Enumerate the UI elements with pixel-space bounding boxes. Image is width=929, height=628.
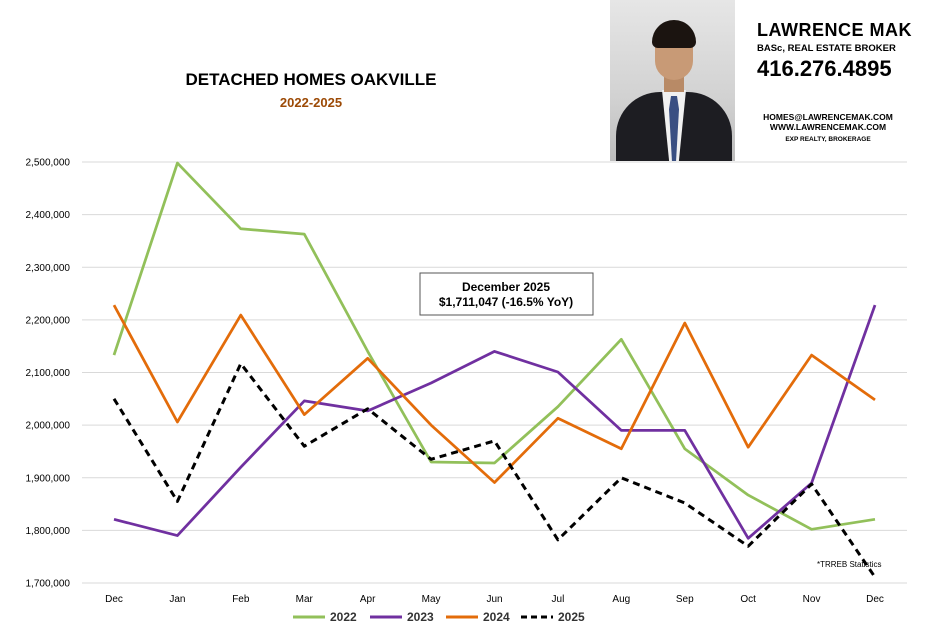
agent-phone: 416.276.4895 [757,56,892,81]
source-note: *TRREB Statistics [817,560,881,569]
legend-label-2025: 2025 [558,610,585,624]
x-tick-label: Oct [740,594,756,605]
x-tick-label: Jul [552,594,565,605]
y-tick-label: 2,000,000 [26,421,71,432]
x-tick-label: May [422,594,441,605]
series-lines [112,161,877,579]
agent-name: LAWRENCE MAK [757,20,912,40]
x-tick-label: Nov [803,594,821,605]
x-tick-label: Dec [105,594,123,605]
series-line-2023 [113,304,877,540]
annotation-box: December 2025 $1,711,047 (-16.5% YoY) [419,272,594,316]
photo-tie [669,96,679,161]
legend-label-2024: 2024 [483,610,510,624]
photo-hair [652,20,696,48]
agent-website: WWW.LAWRENCEMAK.COM [769,122,887,132]
annotation-frame [419,272,594,316]
agent-brokerage: EXP REALTY, BROKERAGE [785,136,871,143]
agent-email: HOMES@LAWRENCEMAK.COM [763,112,893,122]
annotation-line1: December 2025 [462,280,550,294]
agent-role: BASc, REAL ESTATE BROKER [757,43,896,54]
chart-title: DETACHED HOMES OAKVILLE [186,70,437,89]
y-tick-label: 2,500,000 [26,158,71,169]
y-tick-label: 2,200,000 [26,315,71,326]
y-axis-ticks: 1,700,000 1,800,000 1,900,000 2,000,000 2,10… [26,158,71,590]
x-tick-label: Jan [169,594,185,605]
x-tick-label: Mar [296,594,314,605]
x-tick-label: Apr [360,594,376,605]
x-tick-label: Dec [866,594,884,605]
agent-photo [610,0,735,161]
legend-label-2023: 2023 [407,610,434,624]
y-tick-label: 2,400,000 [26,210,71,221]
y-tick-label: 2,100,000 [26,368,71,379]
y-tick-label: 2,300,000 [26,263,71,274]
gridlines [82,161,907,584]
x-axis-ticks: Dec Jan Feb Mar Apr May Jun Jul Aug Sep Oct Nov Dec [105,594,884,605]
chart-subtitle: 2022-2025 [280,95,342,110]
x-tick-label: Aug [612,594,630,605]
y-tick-label: 1,800,000 [26,526,71,537]
series-line-2024 [112,304,876,484]
agent-contact: LAWRENCE MAK BASc, REAL ESTATE BROKER 41… [757,20,927,143]
y-tick-label: 1,900,000 [26,473,71,484]
series-line-2022 [112,161,876,531]
y-tick-label: 1,700,000 [26,579,71,590]
annotation-line2: $1,711,047 (-16.5% YoY) [439,295,573,309]
x-tick-label: Sep [676,594,694,605]
x-tick-label: Feb [232,594,250,605]
legend: 2022 2023 2024 2025 [293,610,585,624]
x-tick-label: Jun [486,594,502,605]
legend-label-2022: 2022 [330,610,357,624]
series-line-2025 [112,362,877,579]
